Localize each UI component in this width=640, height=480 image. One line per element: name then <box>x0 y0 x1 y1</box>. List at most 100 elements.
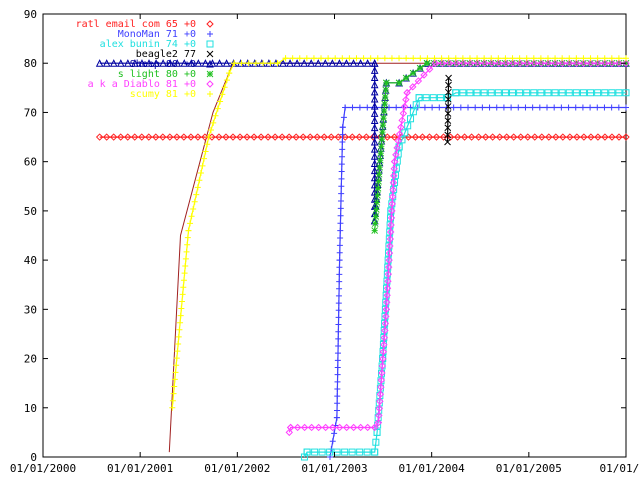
data-point <box>587 55 594 62</box>
data-point <box>109 133 118 141</box>
data-point <box>436 94 444 102</box>
x-tick-label: 01/01/2001 <box>107 462 173 475</box>
data-point <box>615 89 623 97</box>
data-point <box>601 133 609 141</box>
data-point <box>333 414 340 421</box>
data-point <box>370 130 379 139</box>
data-point <box>481 59 489 67</box>
data-point <box>334 385 341 392</box>
data-point <box>229 133 237 141</box>
data-point <box>411 133 420 141</box>
data-point <box>380 341 388 349</box>
data-point <box>370 116 379 124</box>
data-point <box>362 133 371 141</box>
data-point <box>594 89 602 97</box>
legend-label: a k a Diablo 81 +0 <box>88 79 196 90</box>
data-point <box>152 133 160 141</box>
data-point <box>488 133 497 141</box>
y-tick-label: 90 <box>24 8 37 21</box>
data-point <box>608 89 616 97</box>
data-point <box>416 64 424 72</box>
data-point <box>306 133 314 141</box>
data-point <box>394 150 402 158</box>
data-point <box>444 124 452 132</box>
data-point <box>473 89 481 97</box>
data-point <box>206 59 214 68</box>
data-point <box>372 213 380 220</box>
data-point <box>450 104 457 111</box>
data-point <box>459 55 466 62</box>
series-6 <box>285 59 630 437</box>
data-point <box>267 60 274 67</box>
data-point <box>334 371 341 378</box>
data-point <box>374 192 381 199</box>
data-point <box>421 104 428 111</box>
data-point <box>384 256 392 264</box>
data-point <box>131 59 139 67</box>
data-point <box>338 183 345 190</box>
data-point <box>537 55 544 62</box>
data-point <box>376 163 384 171</box>
data-point <box>370 94 379 103</box>
data-point <box>371 448 379 456</box>
data-point <box>460 133 469 141</box>
data-point <box>579 59 588 67</box>
data-point <box>390 172 398 180</box>
data-point <box>558 89 566 97</box>
data-point <box>594 133 602 141</box>
data-point <box>398 116 406 125</box>
data-point <box>370 166 379 175</box>
data-point <box>457 104 464 111</box>
data-point <box>370 137 379 146</box>
series-line <box>446 77 450 143</box>
data-point <box>293 423 302 432</box>
y-tick-label: 50 <box>24 205 37 218</box>
data-point <box>402 74 410 82</box>
data-point <box>339 153 346 160</box>
data-point <box>488 59 496 67</box>
data-point <box>495 133 504 141</box>
data-point <box>299 133 307 141</box>
data-point <box>488 55 495 62</box>
data-point <box>293 59 301 67</box>
data-point <box>375 411 383 420</box>
data-point <box>378 135 386 143</box>
data-point <box>431 55 438 62</box>
data-point <box>337 212 344 219</box>
data-point <box>493 104 500 111</box>
data-point <box>207 31 213 37</box>
data-point <box>370 102 379 110</box>
data-point <box>206 20 214 28</box>
data-point <box>320 133 328 141</box>
data-point <box>412 101 420 109</box>
x-tick-label: 01/01/2004 <box>399 462 466 475</box>
data-point <box>495 55 502 62</box>
data-point <box>445 55 452 62</box>
data-point <box>390 164 398 173</box>
data-point <box>384 277 392 285</box>
data-point <box>321 423 330 432</box>
data-point <box>452 89 460 97</box>
data-point <box>516 55 523 62</box>
data-point <box>389 186 397 194</box>
data-point <box>169 397 176 404</box>
data-point <box>356 59 365 67</box>
data-point <box>432 133 441 141</box>
data-point <box>205 134 212 141</box>
data-point <box>383 291 391 299</box>
data-point <box>372 206 380 213</box>
data-point <box>337 234 344 241</box>
data-point <box>444 95 452 103</box>
data-point <box>565 89 573 97</box>
y-tick-label: 20 <box>24 353 37 366</box>
data-point <box>335 423 344 432</box>
data-point <box>551 59 560 67</box>
data-point <box>180 59 189 67</box>
data-point <box>559 133 567 141</box>
data-point <box>374 55 381 62</box>
data-point <box>377 376 386 384</box>
data-point <box>303 448 311 456</box>
data-point <box>370 152 379 160</box>
data-point <box>178 298 185 305</box>
data-point <box>516 89 524 97</box>
